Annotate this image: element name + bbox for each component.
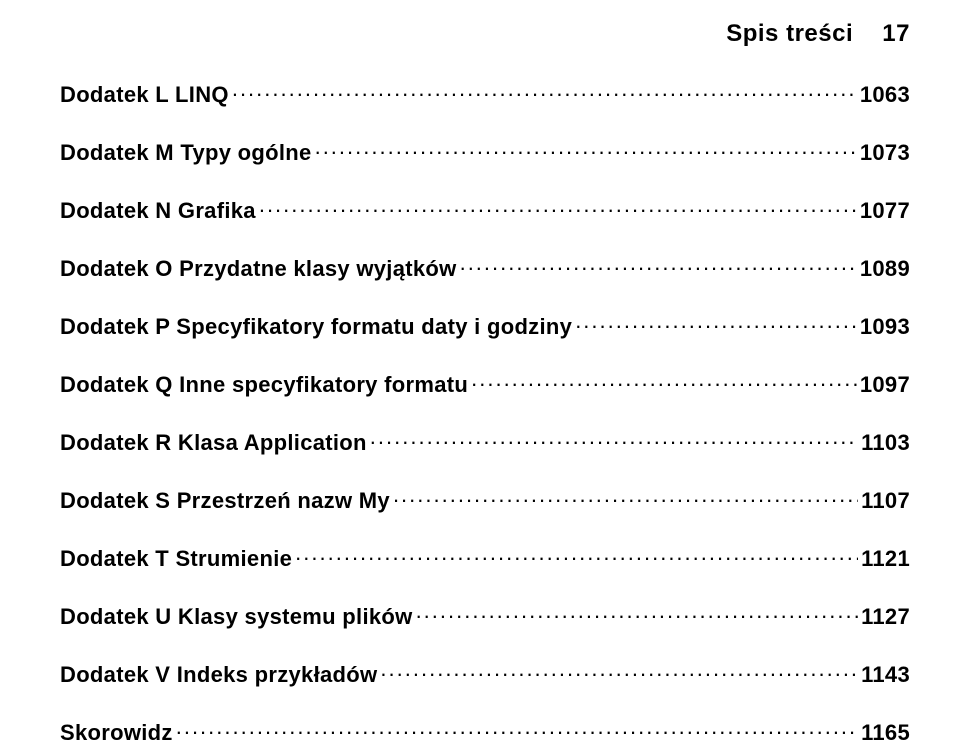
toc-entry: Dodatek U Klasy systemu plików 1127 (60, 602, 910, 630)
toc-entry: Dodatek S Przestrzeń nazw My 1107 (60, 486, 910, 514)
toc-entry-page: 1103 (861, 430, 910, 456)
header-title: Spis treści (726, 20, 853, 47)
toc-entry-page: 1073 (860, 140, 910, 166)
toc-entry-title: Dodatek N Grafika (60, 198, 256, 224)
toc-leader-dots (416, 602, 859, 624)
toc-entry-page: 1089 (860, 256, 910, 282)
toc-entry-page: 1143 (861, 662, 910, 688)
toc-leader-dots (471, 370, 857, 392)
toc-entry-page: 1107 (861, 488, 910, 514)
toc-entry: Dodatek T Strumienie 1121 (60, 544, 910, 572)
toc-entry-page: 1093 (860, 314, 910, 340)
toc-entry: Dodatek Q Inne specyfikatory formatu 1097 (60, 370, 910, 398)
toc-leader-dots (393, 486, 858, 508)
toc-entry-title: Dodatek Q Inne specyfikatory formatu (60, 372, 468, 398)
toc-entry-title: Skorowidz (60, 720, 173, 746)
toc-entry: Dodatek N Grafika 1077 (60, 196, 910, 224)
toc-leader-dots (575, 312, 857, 334)
toc-entry: Dodatek P Specyfikatory formatu daty i g… (60, 312, 910, 340)
toc-leader-dots (380, 660, 858, 682)
toc-entry-page: 1063 (860, 82, 910, 108)
toc-entry-title: Dodatek M Typy ogólne (60, 140, 312, 166)
toc-entry-title: Dodatek T Strumienie (60, 546, 292, 572)
toc-entry: Dodatek R Klasa Application 1103 (60, 428, 910, 456)
toc-entry: Dodatek O Przydatne klasy wyjątków 1089 (60, 254, 910, 282)
toc-entry: Dodatek V Indeks przykładów 1143 (60, 660, 910, 688)
toc-entry-title: Dodatek L LINQ (60, 82, 229, 108)
toc-entry-title: Dodatek P Specyfikatory formatu daty i g… (60, 314, 572, 340)
toc-entry-page: 1097 (860, 372, 910, 398)
toc-leader-dots (259, 196, 857, 218)
toc-leader-dots (460, 254, 857, 276)
toc-entry-page: 1121 (861, 546, 910, 572)
toc-entry-title: Dodatek S Przestrzeń nazw My (60, 488, 390, 514)
toc-leader-dots (176, 718, 858, 740)
header-page-number: 17 (882, 20, 910, 47)
table-of-contents: Dodatek L LINQ 1063 Dodatek M Typy ogólne 1… (60, 80, 910, 746)
page-header: Spis treści 17 (60, 20, 910, 48)
toc-entry-page: 1127 (861, 604, 910, 630)
toc-leader-dots (232, 80, 857, 102)
toc-entry-page: 1077 (860, 198, 910, 224)
toc-leader-dots (295, 544, 858, 566)
toc-entry-title: Dodatek R Klasa Application (60, 430, 367, 456)
toc-entry: Dodatek L LINQ 1063 (60, 80, 910, 108)
toc-entry: Dodatek M Typy ogólne 1073 (60, 138, 910, 166)
toc-leader-dots (370, 428, 858, 450)
toc-entry: Skorowidz 1165 (60, 718, 910, 746)
toc-leader-dots (315, 138, 857, 160)
toc-entry-title: Dodatek V Indeks przykładów (60, 662, 377, 688)
toc-entry-title: Dodatek U Klasy systemu plików (60, 604, 413, 630)
toc-entry-page: 1165 (861, 720, 910, 746)
toc-entry-title: Dodatek O Przydatne klasy wyjątków (60, 256, 457, 282)
